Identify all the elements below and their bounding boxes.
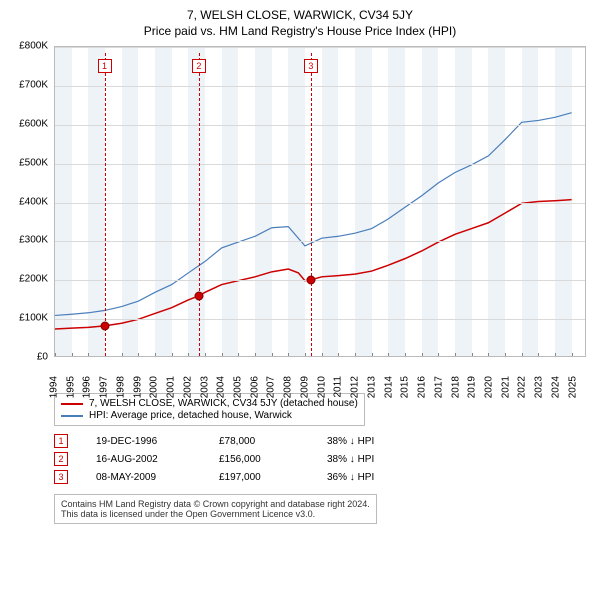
event-row: 2 16-AUG-2002 £156,000 38% ↓ HPI (54, 452, 592, 466)
y-axis-label: £500K (19, 157, 48, 168)
x-axis-label: 2019 (467, 376, 478, 398)
title-subtitle: Price paid vs. HM Land Registry's House … (8, 24, 592, 38)
legend-item: HPI: Average price, detached house, Warw… (61, 410, 358, 421)
event-price: £156,000 (219, 454, 299, 465)
x-axis-label: 2017 (433, 376, 444, 398)
legend-swatch (61, 415, 83, 417)
x-axis-label: 2003 (199, 376, 210, 398)
event-marker: 3 (304, 59, 318, 73)
title-address: 7, WELSH CLOSE, WARWICK, CV34 5JY (8, 8, 592, 22)
x-axis-label: 2009 (299, 376, 310, 398)
events-table: 1 19-DEC-1996 £78,000 38% ↓ HPI 2 16-AUG-2002… (54, 434, 592, 484)
x-axis-label: 2025 (567, 376, 578, 398)
y-axis-label: £400K (19, 196, 48, 207)
license-box: Contains HM Land Registry data © Crown c… (54, 494, 377, 524)
event-index-box: 1 (54, 434, 68, 448)
event-marker: 2 (192, 59, 206, 73)
license-line-1: Contains HM Land Registry data © Crown c… (61, 499, 370, 509)
y-axis-label: £700K (19, 79, 48, 90)
x-axis-label: 2024 (550, 376, 561, 398)
legend-item: 7, WELSH CLOSE, WARWICK, CV34 5JY (detac… (61, 398, 358, 409)
legend-label: 7, WELSH CLOSE, WARWICK, CV34 5JY (detac… (89, 398, 358, 409)
event-line (199, 53, 200, 356)
x-axis-label: 2023 (534, 376, 545, 398)
event-date: 08-MAY-2009 (96, 472, 191, 483)
event-point (306, 275, 315, 284)
x-axis-label: 2007 (266, 376, 277, 398)
y-axis-label: £300K (19, 235, 48, 246)
x-axis-label: 2021 (500, 376, 511, 398)
event-index-box: 3 (54, 470, 68, 484)
x-axis-label: 1996 (82, 376, 93, 398)
event-date: 19-DEC-1996 (96, 436, 191, 447)
y-axis-label: £0 (37, 352, 48, 363)
x-axis-label: 2016 (417, 376, 428, 398)
event-row: 1 19-DEC-1996 £78,000 38% ↓ HPI (54, 434, 592, 448)
x-axis-label: 1997 (99, 376, 110, 398)
x-axis-label: 2010 (316, 376, 327, 398)
y-axis-label: £100K (19, 313, 48, 324)
event-index-box: 2 (54, 452, 68, 466)
x-axis-label: 2005 (233, 376, 244, 398)
x-axis-label: 2014 (383, 376, 394, 398)
x-axis-label: 2002 (182, 376, 193, 398)
event-delta: 38% ↓ HPI (327, 454, 374, 465)
legend-swatch (61, 403, 83, 405)
x-axis-label: 1994 (49, 376, 60, 398)
x-axis-label: 2001 (166, 376, 177, 398)
x-axis-label: 2022 (517, 376, 528, 398)
event-row: 3 08-MAY-2009 £197,000 36% ↓ HPI (54, 470, 592, 484)
y-axis-label: £600K (19, 118, 48, 129)
event-line (105, 53, 106, 356)
y-axis-label: £200K (19, 274, 48, 285)
event-delta: 38% ↓ HPI (327, 436, 374, 447)
x-axis-label: 2004 (216, 376, 227, 398)
event-point (100, 321, 109, 330)
x-axis-label: 2012 (350, 376, 361, 398)
x-axis-label: 1995 (65, 376, 76, 398)
x-axis-label: 2006 (249, 376, 260, 398)
x-axis-label: 2018 (450, 376, 461, 398)
event-price: £78,000 (219, 436, 299, 447)
event-delta: 36% ↓ HPI (327, 472, 374, 483)
series-hpi (55, 113, 572, 316)
y-axis-label: £800K (19, 41, 48, 52)
chart: £0 £100K £200K £300K £400K £500K £600K £700K £80… (8, 42, 592, 387)
x-axis-label: 2011 (333, 376, 344, 398)
x-axis-label: 1999 (132, 376, 143, 398)
x-axis-label: 2000 (149, 376, 160, 398)
event-marker: 1 (98, 59, 112, 73)
license-line-2: This data is licensed under the Open Gov… (61, 509, 370, 519)
event-line (311, 53, 312, 356)
legend-label: HPI: Average price, detached house, Warw… (89, 410, 292, 421)
series-property (55, 200, 572, 329)
x-axis-label: 2013 (366, 376, 377, 398)
x-axis-label: 2015 (400, 376, 411, 398)
x-axis-label: 2020 (483, 376, 494, 398)
event-price: £197,000 (219, 472, 299, 483)
event-point (194, 291, 203, 300)
x-axis-label: 1998 (115, 376, 126, 398)
event-date: 16-AUG-2002 (96, 454, 191, 465)
x-axis-label: 2008 (283, 376, 294, 398)
